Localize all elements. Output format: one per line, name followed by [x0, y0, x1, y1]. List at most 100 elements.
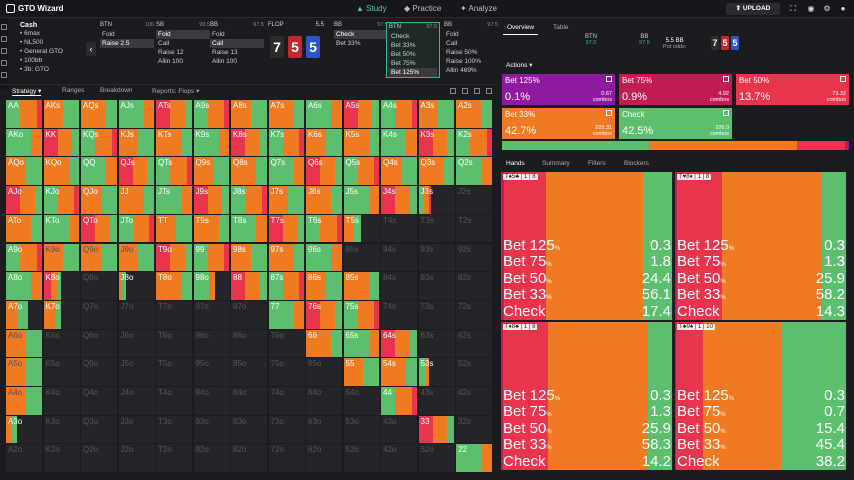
hand-cell[interactable]: QJo [81, 186, 117, 214]
hand-cell[interactable]: Q5o [81, 358, 117, 386]
hand-cell[interactable]: 85s [343, 272, 380, 300]
hand-cell[interactable]: J7o [118, 300, 155, 329]
hand-cell[interactable]: 87s [268, 272, 305, 300]
action-item[interactable]: Raise 50% [446, 49, 478, 56]
action-item[interactable]: Allin 100 [158, 58, 183, 65]
hand-cell[interactable]: K5o [43, 358, 80, 386]
hand-cell[interactable]: T9s [193, 214, 230, 243]
hand-cell[interactable]: K3s [418, 128, 455, 157]
hand-cell[interactable]: J2s [456, 186, 492, 214]
hand-cell[interactable]: Q3o [81, 415, 117, 444]
hand-cell[interactable]: J3o [118, 415, 155, 444]
hand-cell[interactable]: 93o [193, 415, 230, 444]
hand-cell[interactable]: Q9s [193, 157, 230, 186]
hand-cell[interactable]: J5o [118, 358, 155, 386]
hand-cell[interactable]: A6s [306, 100, 342, 128]
tab-strategy[interactable]: Strategy ▾ [12, 88, 42, 96]
action-item[interactable]: Fold [446, 31, 459, 38]
hand-cell[interactable]: 97s [268, 243, 305, 272]
hand-cell[interactable]: 55 [343, 358, 380, 386]
hand-cell[interactable]: Q7s [268, 157, 305, 186]
hand-cell[interactable]: 97o [193, 300, 230, 329]
hand-cell[interactable]: Q9o [81, 243, 117, 272]
hand-cell[interactable]: J3s [418, 186, 455, 214]
hand-cell[interactable]: A8o [6, 272, 42, 300]
hand-cell[interactable]: J2o [118, 444, 155, 473]
hand-cell[interactable]: KTo [43, 214, 80, 243]
hand-cell[interactable]: 54s [381, 358, 417, 386]
hand-cell[interactable]: 84o [231, 387, 267, 415]
split-view-icon[interactable] [462, 88, 468, 94]
action-box-bet125[interactable]: Bet 125% 0.1% 0.67 combos [502, 74, 615, 105]
hand-cell[interactable]: 96o [193, 329, 230, 358]
action-item[interactable]: Raise 12 [158, 49, 184, 56]
tab-breakdown[interactable]: Breakdown [100, 87, 133, 94]
tab-ranges[interactable]: Ranges [62, 87, 85, 94]
hand-cell[interactable]: 74s [381, 300, 417, 329]
copy-icon[interactable] [606, 110, 612, 116]
hand-cell[interactable]: AJo [6, 186, 42, 214]
hand-cell[interactable]: T5o [156, 358, 192, 386]
hand-cell[interactable]: 93s [418, 243, 455, 272]
hand-cell[interactable]: 98o [193, 272, 230, 300]
hand-cell[interactable]: 53s [418, 358, 455, 386]
hand-cell[interactable]: J8o [118, 272, 155, 300]
hand-detail-panel[interactable]: T♦8♣ | 1 | 8 Bet 125% 0.3 Bet 75% 1.3 Bet 50%… [501, 322, 673, 470]
hand-cell[interactable]: 22 [456, 444, 492, 473]
hand-cell[interactable]: 72o [268, 444, 305, 473]
action-item[interactable]: Bet 50% [391, 51, 416, 58]
action-item[interactable]: Fold [212, 31, 225, 38]
hand-cell[interactable]: K9o [43, 243, 80, 272]
nav-analyze[interactable]: ✦ Analyze [460, 4, 497, 13]
grid-icon[interactable] [1, 60, 7, 66]
hand-cell[interactable]: KQo [43, 157, 80, 186]
hand-cell[interactable]: 96s [306, 243, 342, 272]
action-box-bet50[interactable]: Bet 50% 13.7% 73.32 combos [736, 74, 849, 105]
hand-cell[interactable]: 76o [268, 329, 305, 358]
hand-cell[interactable]: A2s [456, 100, 492, 128]
action-item[interactable]: Bet 75% [391, 60, 416, 67]
hand-cell[interactable]: J4s [381, 186, 417, 214]
hand-cell[interactable]: K4o [43, 387, 80, 415]
hand-cell[interactable]: 88 [231, 272, 267, 300]
spot-context[interactable]: Cash • 6max • NL500 • General GTO • 100bb • … [20, 22, 82, 82]
grid-view-icon[interactable] [450, 88, 456, 94]
hand-cell[interactable]: 95s [343, 243, 380, 272]
actions-dropdown[interactable]: Actions ▾ [506, 62, 533, 69]
hand-cell[interactable]: KJo [43, 186, 80, 214]
hand-cell[interactable]: K8s [231, 128, 267, 157]
hand-cell[interactable]: 43s [418, 387, 455, 415]
hand-cell[interactable]: Q4o [81, 387, 117, 415]
action-item[interactable]: Raise 100% [446, 58, 482, 65]
action-item[interactable]: Check [334, 30, 388, 39]
hand-cell[interactable]: 63o [306, 415, 342, 444]
hand-cell[interactable]: Q8s [231, 157, 267, 186]
hand-cell[interactable]: KK [43, 128, 80, 157]
hand-cell[interactable]: 83o [231, 415, 267, 444]
hand-cell[interactable]: K8o [43, 272, 80, 300]
hand-cell[interactable]: 94o [193, 387, 230, 415]
hand-cell[interactable]: 52o [343, 444, 380, 473]
hand-cell[interactable]: T3s [418, 214, 455, 243]
hand-cell[interactable]: 52s [456, 358, 492, 386]
upload-button[interactable]: ⬆ UPLOAD [726, 3, 780, 15]
action-item[interactable]: Raise 13 [212, 49, 238, 56]
hand-cell[interactable]: ATo [6, 214, 42, 243]
hand-cell[interactable]: 44 [381, 387, 417, 415]
hand-cell[interactable]: 53o [343, 415, 380, 444]
action-box-bet75[interactable]: Bet 75% 0.9% 4.92 combos [619, 74, 732, 105]
hand-cell[interactable]: Q6o [81, 329, 117, 358]
hand-cell[interactable]: T6o [156, 329, 192, 358]
hand-cell[interactable]: TT [156, 214, 192, 243]
tab-filters[interactable]: Filters [588, 160, 606, 167]
hand-cell[interactable]: 99 [193, 243, 230, 272]
hand-cell[interactable]: QTo [81, 214, 117, 243]
hand-cell[interactable]: 87o [231, 300, 267, 329]
hand-cell[interactable]: 63s [418, 329, 455, 358]
hand-cell[interactable]: K7o [43, 300, 80, 329]
hand-cell[interactable]: 62o [306, 444, 342, 473]
hand-cell[interactable]: K5s [343, 128, 380, 157]
hand-cell[interactable]: T8o [156, 272, 192, 300]
hand-cell[interactable]: 86s [306, 272, 342, 300]
hand-cell[interactable]: K7s [268, 128, 305, 157]
